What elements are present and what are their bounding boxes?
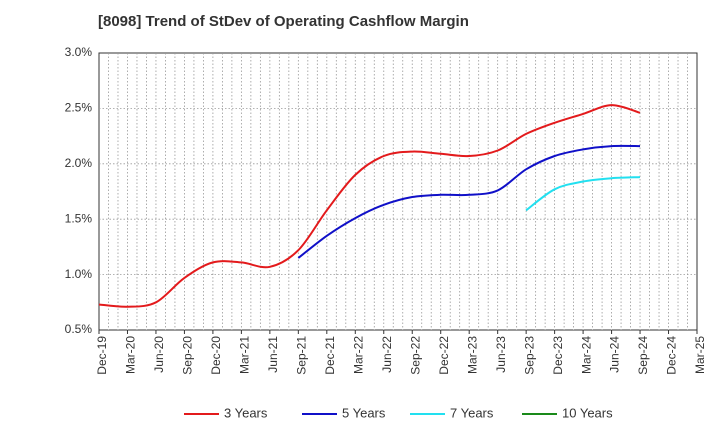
chart-title: [8098] Trend of StDev of Operating Cashf… <box>98 13 469 30</box>
legend-label: 10 Years <box>562 405 613 420</box>
series-line-5-years <box>297 144 641 259</box>
x-tick-label: Mar-23 <box>465 336 479 374</box>
grid-lines <box>99 53 697 330</box>
x-tick-label: Mar-24 <box>579 336 593 374</box>
x-axis-ticks: Dec-19 Mar-20 Jun-20 Sep-20 Dec-20 Mar-21 Jun-… <box>95 330 707 375</box>
x-tick-label: Dec-24 <box>665 336 679 375</box>
x-tick-label: Dec-19 <box>95 336 109 375</box>
x-tick-label: Jun-23 <box>494 336 508 373</box>
x-tick-label: Sep-22 <box>408 336 422 375</box>
x-tick-label: Sep-24 <box>636 336 650 375</box>
x-tick-label: Sep-20 <box>181 336 195 375</box>
y-tick-label: 1.0% <box>65 267 93 281</box>
series-line-7-years <box>525 176 641 212</box>
y-axis-ticks: 0.5% 1.0% 1.5% 2.0% 2.5% 3.0% <box>65 45 93 336</box>
y-tick-label: 1.5% <box>65 211 93 225</box>
x-tick-label: Mar-20 <box>124 336 138 374</box>
legend-label: 5 Years <box>342 405 386 420</box>
x-tick-label: Mar-22 <box>351 336 365 374</box>
x-tick-label: Dec-21 <box>323 336 337 375</box>
x-tick-label: Jun-22 <box>380 336 394 373</box>
x-tick-label: Dec-22 <box>437 336 451 375</box>
legend-label: 3 Years <box>224 405 268 420</box>
x-tick-label: Mar-21 <box>238 336 252 374</box>
plot-area <box>98 52 698 331</box>
legend: 3 Years 5 Years 7 Years 10 Years <box>184 405 613 420</box>
y-tick-label: 2.0% <box>65 156 93 170</box>
x-tick-label: Dec-20 <box>209 336 223 375</box>
x-tick-label: Sep-23 <box>522 336 536 375</box>
y-tick-label: 0.5% <box>65 322 93 336</box>
x-tick-label: Jun-20 <box>152 336 166 373</box>
x-tick-label: Mar-25 <box>693 336 707 374</box>
y-tick-label: 3.0% <box>65 45 93 59</box>
series-line-3-years <box>98 104 641 308</box>
series-lines <box>98 104 641 308</box>
legend-label: 7 Years <box>450 405 494 420</box>
x-tick-label: Jun-21 <box>266 336 280 373</box>
y-tick-label: 2.5% <box>65 101 93 115</box>
x-tick-label: Jun-24 <box>608 336 622 373</box>
x-tick-label: Sep-21 <box>295 336 309 375</box>
x-tick-label: Dec-23 <box>551 336 565 375</box>
